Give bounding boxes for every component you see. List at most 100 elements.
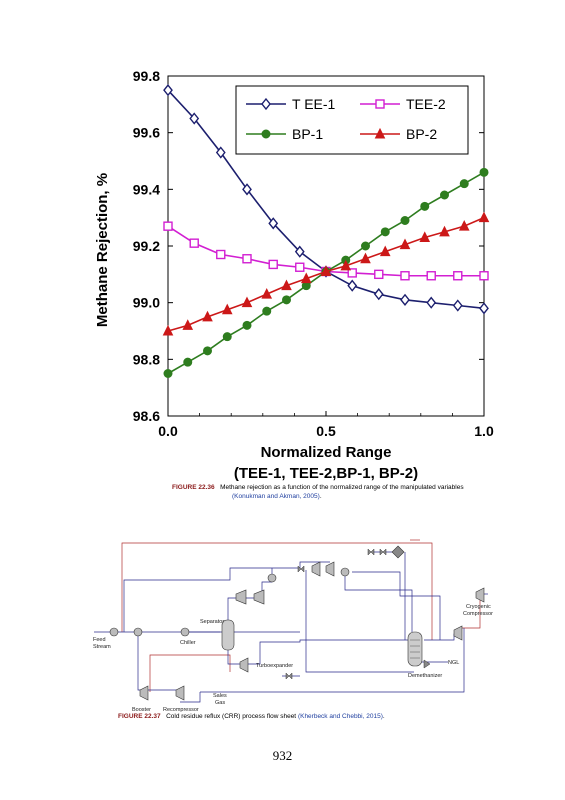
legend-marker-bp-1 [261, 129, 271, 139]
expander-pair-icon [311, 561, 335, 577]
data-point-t-ee-1 [189, 112, 200, 125]
data-point-bp-1 [163, 369, 173, 378]
data-point-tee-2 [347, 268, 357, 278]
y-tick-label: 99.2 [133, 238, 160, 254]
label-ngl: NGL [448, 660, 459, 666]
figure-36-label: FIGURE 22.36 [172, 484, 215, 491]
data-point-bp-2 [162, 324, 174, 336]
legend-marker-t-ee-1 [261, 97, 271, 111]
data-point-t-ee-1 [373, 288, 384, 301]
series-bp-2 [162, 211, 490, 336]
chiller-icon [180, 627, 190, 637]
legend-marker-bp-2 [374, 127, 386, 139]
data-point-bp-2 [478, 211, 490, 223]
y-tick-label: 98.8 [133, 351, 160, 367]
legend-label-t-ee-1: T EE-1 [292, 96, 336, 112]
data-point-bp-2 [439, 225, 450, 237]
label-gas: Gas [215, 700, 225, 706]
figure-37-citation-end: . [382, 713, 385, 720]
data-point-t-ee-1 [294, 245, 305, 258]
figure-37-caption-text: Cold residue reflux (CRR) process flow s… [166, 713, 297, 720]
data-point-bp-2 [300, 272, 312, 284]
data-point-bp-1 [262, 306, 272, 316]
label-chiller: Chiller [180, 640, 196, 646]
top-valve-icon [367, 545, 405, 559]
data-point-bp-1 [479, 167, 489, 177]
cold-box-exchanger-icon [267, 567, 350, 583]
y-axis-title: Methane Rejection, % [94, 173, 111, 327]
y-tick-label: 99.4 [133, 181, 160, 197]
figure-37-citation: (Kherbeck and Chebbi, 2015) [297, 713, 383, 720]
data-point-bp-2 [182, 319, 194, 330]
data-point-bp-1 [203, 346, 212, 356]
data-point-bp-1 [183, 357, 193, 367]
cryogenic-compressor-icon [453, 587, 485, 641]
data-point-bp-1 [459, 179, 469, 189]
figure-36-caption: FIGURE 22.36 Methane rejection as a func… [172, 484, 464, 492]
ngl-pump-icon [423, 659, 431, 669]
data-point-bp-2 [202, 310, 213, 322]
data-point-bp-1 [400, 216, 410, 225]
data-point-bp-2 [360, 252, 371, 264]
data-point-bp-2 [419, 231, 431, 242]
data-point-bp-1 [222, 332, 232, 342]
data-point-bp-1 [380, 227, 390, 237]
legend-label-tee-2: TEE-2 [406, 96, 446, 112]
data-point-bp-2 [281, 279, 292, 291]
label-stream: Stream [93, 644, 111, 650]
data-point-t-ee-1 [242, 183, 252, 196]
data-point-bp-1 [242, 320, 252, 330]
data-point-bp-2 [241, 296, 253, 308]
data-point-bp-1 [440, 190, 449, 200]
data-point-t-ee-1 [400, 293, 410, 306]
data-point-t-ee-1 [479, 302, 489, 315]
x-tick-label: 0.5 [316, 423, 336, 439]
data-point-t-ee-1 [215, 146, 226, 159]
data-point-t-ee-1 [347, 279, 358, 292]
data-point-bp-1 [282, 295, 291, 305]
turboexpander-icon [235, 589, 265, 605]
label-compressor-cryo: Compressor [463, 611, 493, 617]
legend-label-bp-1: BP-1 [292, 126, 323, 142]
legend-marker-tee-2 [375, 99, 385, 109]
data-point-bp-2 [399, 238, 411, 250]
y-tick-label: 99.6 [133, 125, 160, 141]
data-point-tee-2 [189, 238, 199, 248]
data-point-bp-2 [458, 220, 470, 231]
data-point-bp-2 [379, 245, 391, 257]
feed-cooler-icon [109, 627, 119, 637]
x-axis-title: Normalized Range [261, 444, 392, 461]
label-demethanizer: Demethanizer [408, 673, 442, 679]
data-point-bp-2 [320, 265, 332, 276]
label-feed: Feed [93, 637, 106, 643]
label-booster: Booster [132, 707, 151, 713]
data-point-tee-2 [295, 262, 305, 272]
x-axis-subtitle: (TEE-1, TEE-2,BP-1, BP-2) [234, 465, 418, 482]
demethanizer-column-icon [407, 631, 423, 667]
data-point-t-ee-1 [426, 296, 437, 309]
data-point-bp-2 [221, 303, 233, 315]
data-point-tee-2 [216, 249, 226, 260]
figure-37-label: FIGURE 22.37 [118, 713, 161, 720]
lower-valve-icon [285, 565, 305, 680]
data-point-tee-2 [453, 271, 463, 281]
legend-box [235, 85, 469, 155]
recompressor-icon [175, 685, 185, 701]
blue-process-lines [94, 551, 488, 703]
y-tick-label: 99.0 [133, 295, 160, 311]
y-tick-label: 99.8 [133, 68, 160, 84]
data-point-tee-2 [242, 254, 252, 264]
data-point-tee-2 [268, 259, 278, 270]
data-point-bp-1 [420, 201, 430, 211]
figure-36-citation-line: (Konukman and Akman, 2005). [232, 493, 322, 501]
heat-exchanger-icon [133, 627, 143, 637]
label-turboexpander: Turboexpander [256, 663, 293, 669]
data-point-bp-2 [261, 288, 273, 299]
label-sales: Sales [213, 693, 227, 699]
data-point-t-ee-1 [163, 84, 173, 97]
data-point-tee-2 [374, 269, 384, 280]
figure-37-caption: FIGURE 22.37 Cold residue reflux (CRR) p… [118, 713, 385, 721]
data-point-tee-2 [426, 271, 436, 281]
